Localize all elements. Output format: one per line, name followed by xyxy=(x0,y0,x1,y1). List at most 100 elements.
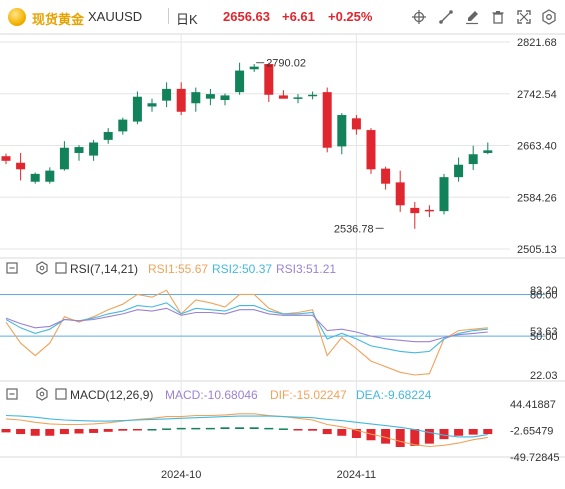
date-axis-label: 2024-11 xyxy=(337,469,377,481)
fullscreen-icon[interactable] xyxy=(516,9,532,25)
macd-histogram-bar xyxy=(468,429,478,435)
macd-histogram-bar xyxy=(220,427,230,430)
rsi-reference-label: 50.00 xyxy=(530,331,558,343)
candle-body[interactable] xyxy=(220,95,230,100)
macd-histogram-bar xyxy=(235,427,245,430)
indicator-settings-icon[interactable] xyxy=(36,261,48,275)
candle-body[interactable] xyxy=(205,94,215,99)
date-axis-label: 2024-10 xyxy=(161,469,201,481)
macd-histogram-bar xyxy=(30,429,40,436)
macd-histogram-bar xyxy=(162,428,172,430)
macd-histogram-bar xyxy=(59,429,69,435)
crosshair-icon[interactable] xyxy=(411,9,427,25)
candle-body[interactable] xyxy=(191,92,201,104)
candle-body[interactable] xyxy=(249,66,259,70)
macd-histogram-bar xyxy=(89,429,99,433)
trash-icon[interactable] xyxy=(490,9,506,25)
candle-body[interactable] xyxy=(439,177,449,212)
candle-body[interactable] xyxy=(162,88,172,101)
macd-histogram-bar xyxy=(410,429,420,446)
candle-body[interactable] xyxy=(1,156,11,161)
price-axis-tick-label: 2663.40 xyxy=(517,141,557,153)
collapse-icon[interactable] xyxy=(6,388,18,400)
macd-histogram-bar xyxy=(337,429,347,436)
macd-histogram-bar xyxy=(16,429,26,435)
macd-histogram-bar xyxy=(439,429,449,440)
macd-histogram-bar xyxy=(1,429,11,433)
indicator-settings-icon[interactable] xyxy=(36,387,48,401)
price-change-percent: +0.25% xyxy=(328,9,373,24)
candle-body[interactable] xyxy=(176,88,186,112)
macd-axis-tick-label: 44.41887 xyxy=(510,399,556,411)
macd-histogram-bar xyxy=(322,429,332,435)
candle-body[interactable] xyxy=(381,168,391,184)
candle-body[interactable] xyxy=(337,115,347,147)
dif-line xyxy=(5,413,488,448)
draw-line-icon[interactable] xyxy=(438,9,454,25)
settings-icon[interactable] xyxy=(541,9,557,25)
rsi-axis-tick-label: 22.03 xyxy=(530,370,558,382)
macd-histogram-bar xyxy=(278,428,288,430)
candle-body[interactable] xyxy=(235,70,245,93)
candle-body[interactable] xyxy=(454,164,464,178)
macd-histogram-bar xyxy=(483,429,493,435)
candle-body[interactable] xyxy=(483,150,493,153)
rsi-reference-label: 80.00 xyxy=(530,289,558,301)
macd-histogram-bar xyxy=(264,427,274,430)
candle-body[interactable] xyxy=(395,182,405,206)
collapse-icon[interactable] xyxy=(6,262,18,274)
candle-body[interactable] xyxy=(278,95,288,99)
macd-histogram-bar xyxy=(147,429,157,431)
candle-body[interactable] xyxy=(410,207,420,214)
macd-legend-entry: DEA:-9.68224 xyxy=(356,388,432,402)
price-axis-tick-label: 2584.26 xyxy=(517,192,557,204)
macd-histogram-bar xyxy=(351,429,361,439)
macd-histogram-bar xyxy=(205,427,215,430)
candle-body[interactable] xyxy=(16,162,26,170)
rsi-title: RSI(7,14,21) xyxy=(70,262,138,276)
low-price-annotation: 2536.78 xyxy=(334,223,374,235)
indicator-settings-icon-core xyxy=(39,265,45,271)
candle-body[interactable] xyxy=(30,173,40,182)
chart-header: 现货黄金 XAUUSD 日K 2656.63 +6.61 +0.25% xyxy=(0,0,565,34)
header-divider xyxy=(168,8,169,24)
candle-body[interactable] xyxy=(59,147,69,170)
candle-body[interactable] xyxy=(103,132,113,140)
candle-body[interactable] xyxy=(118,119,128,132)
dea-line xyxy=(5,414,488,438)
macd-histogram-bar xyxy=(308,429,318,431)
candle-body[interactable] xyxy=(468,154,478,165)
macd-histogram-bar xyxy=(395,429,405,448)
candle-body[interactable] xyxy=(366,130,376,170)
period-selector[interactable]: 日K xyxy=(176,12,198,27)
macd-histogram-bar xyxy=(118,429,128,431)
rsi-legend-entry: RSI3:51.21 xyxy=(276,262,336,276)
candle-body[interactable] xyxy=(308,94,318,97)
macd-axis-tick-label: -2.65479 xyxy=(510,426,553,438)
candle-body[interactable] xyxy=(424,209,434,212)
macd-histogram-bar xyxy=(45,429,55,436)
checkbox-icon[interactable] xyxy=(55,388,67,400)
macd-histogram-bar xyxy=(424,429,434,444)
candle-body[interactable] xyxy=(322,92,332,148)
macd-histogram-bar xyxy=(103,429,113,432)
macd-histogram-bar xyxy=(74,429,84,434)
price-axis-tick-label: 2821.68 xyxy=(517,37,557,49)
macd-legend-entry: MACD:-10.68046 xyxy=(165,388,258,402)
price-axis-tick-label: 2742.54 xyxy=(517,89,557,101)
candle-body[interactable] xyxy=(264,64,274,95)
candle-body[interactable] xyxy=(351,118,361,130)
candle-body[interactable] xyxy=(45,170,55,182)
checkbox-icon[interactable] xyxy=(55,262,67,274)
candle-body[interactable] xyxy=(293,97,303,99)
brush-icon[interactable] xyxy=(464,9,480,25)
candle-body[interactable] xyxy=(89,142,99,156)
candle-body[interactable] xyxy=(74,147,84,153)
macd-histogram-bar xyxy=(132,429,142,431)
rsi-legend-entry: RSI1:55.67 xyxy=(148,262,208,276)
candle-body[interactable] xyxy=(147,103,157,107)
candle-body[interactable] xyxy=(132,96,142,122)
macd-axis-tick-label: -49.72845 xyxy=(510,452,560,464)
instrument-name: 现货黄金 xyxy=(32,12,85,27)
